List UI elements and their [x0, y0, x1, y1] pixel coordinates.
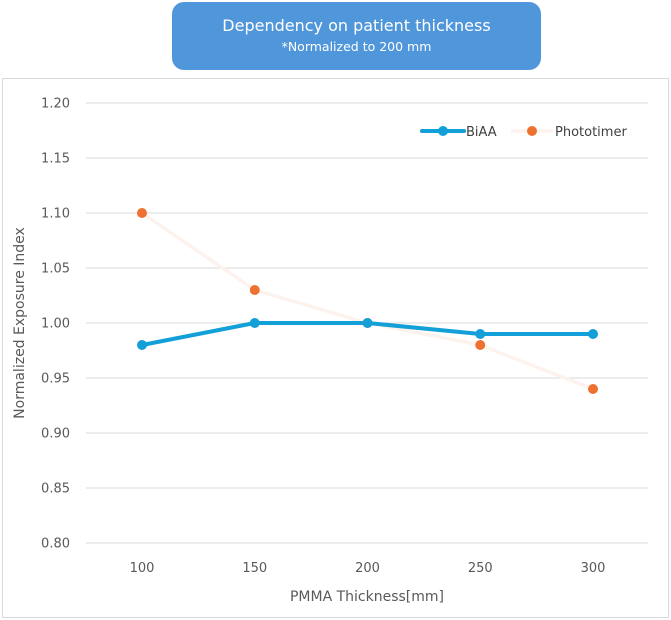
y-tick-label: 0.85: [41, 482, 70, 497]
data-point-phototimer: [249, 285, 260, 295]
data-point-biaa: [362, 318, 373, 328]
y-tick-label: 0.80: [41, 537, 70, 552]
legend-label-phototimer: Phototimer: [555, 125, 627, 140]
chart-subtitle: *Normalized to 200 mm: [281, 39, 432, 54]
data-point-phototimer: [475, 340, 486, 350]
x-tick-label: 250: [468, 561, 493, 576]
chart-area: [2, 78, 669, 618]
y-tick-label: 1.10: [41, 207, 70, 222]
chart-title-box: Dependency on patient thickness *Normali…: [172, 2, 541, 70]
legend-marker-biaa: [438, 126, 448, 136]
data-point-biaa: [475, 329, 486, 339]
x-tick-label: 100: [130, 561, 155, 576]
legend-label-biaa: BiAA: [466, 125, 497, 140]
y-axis-label: Normalized Exposure Index: [12, 227, 28, 419]
data-point-biaa: [249, 318, 260, 328]
x-tick-label: 200: [355, 561, 380, 576]
legend-marker-phototimer: [527, 126, 537, 136]
chart-title: Dependency on patient thickness: [222, 16, 491, 35]
y-tick-label: 1.20: [41, 97, 70, 112]
data-point-phototimer: [137, 208, 147, 218]
y-tick-label: 1.15: [41, 152, 70, 167]
data-point-phototimer: [588, 384, 598, 394]
y-tick-label: 0.95: [41, 372, 70, 387]
x-tick-label: 300: [581, 561, 606, 576]
y-tick-label: 1.05: [41, 262, 70, 277]
data-point-biaa: [588, 329, 598, 339]
data-point-biaa: [137, 340, 147, 350]
y-tick-label: 0.90: [41, 427, 70, 442]
y-tick-label: 1.00: [41, 317, 70, 332]
x-tick-label: 150: [242, 561, 267, 576]
x-axis-label: PMMA Thickness[mm]: [290, 589, 444, 605]
series-line-phototimer: [141, 211, 594, 391]
